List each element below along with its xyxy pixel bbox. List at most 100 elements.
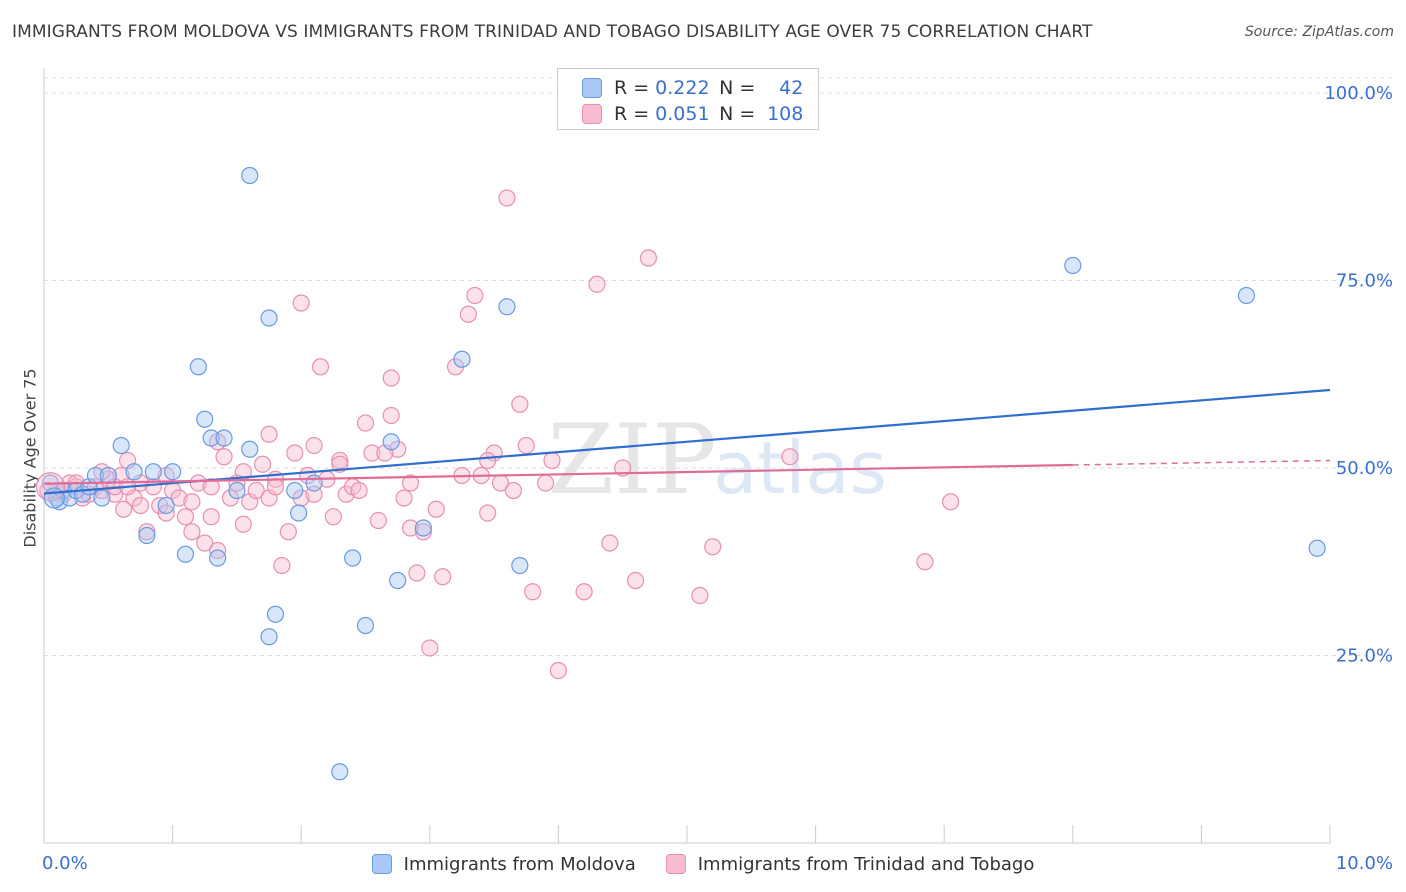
trinidad-point xyxy=(363,444,381,462)
trinidad-point xyxy=(176,508,195,526)
trinidad-point xyxy=(131,496,150,515)
moldova-point xyxy=(209,549,227,567)
trinidad-point xyxy=(408,564,426,582)
moldova-point xyxy=(241,166,259,185)
x-tick-label: 0.0% xyxy=(42,853,88,874)
trinidad-point xyxy=(138,523,156,541)
correlation-legend: R = 0.222 N = 42 R = 0.051 N = 108 xyxy=(557,68,819,130)
legend-n-value: 108 xyxy=(767,103,804,125)
trinidad-point xyxy=(691,586,709,605)
moldova-point xyxy=(99,466,117,485)
trinidad-point xyxy=(35,472,66,502)
gridlines xyxy=(44,77,1392,656)
trinidad-point xyxy=(331,455,349,473)
axes xyxy=(43,68,1331,844)
moldova-point xyxy=(260,628,278,646)
trinidad-point xyxy=(260,425,278,443)
trinidad-point xyxy=(215,448,233,466)
moldova-point xyxy=(138,526,156,545)
trinidad-point xyxy=(466,286,484,305)
trinidad-point xyxy=(942,493,960,511)
moldova-point xyxy=(1237,286,1256,305)
series-swatch-moldova xyxy=(371,854,392,874)
series-label-moldova: Immigrants from Moldova xyxy=(403,853,636,875)
moldova-point xyxy=(43,487,65,509)
trinidad-point xyxy=(279,523,297,541)
series-label-trinidad: Immigrants from Trinidad and Tobago xyxy=(697,853,1035,875)
legend-r-value: 0.051 xyxy=(655,103,710,125)
y-tick-label: 75.0% xyxy=(1336,271,1393,292)
moldova-point xyxy=(215,429,233,447)
trinidad-point xyxy=(517,436,535,455)
trinidad-trend-extension xyxy=(1072,459,1331,466)
moldova-point xyxy=(305,474,323,492)
trinidad-point xyxy=(234,515,252,533)
legend-n-label: N = xyxy=(719,77,756,99)
moldova-point xyxy=(356,616,375,635)
trinidad-point xyxy=(266,478,285,496)
watermark-zip: ZIP xyxy=(547,404,716,516)
moldova-point xyxy=(266,605,285,623)
moldova-point xyxy=(286,481,304,500)
moldova-point xyxy=(50,493,69,511)
trinidad-point xyxy=(311,358,330,376)
trinidad-point xyxy=(434,568,452,586)
trinidad-point xyxy=(382,406,400,425)
moldova-point xyxy=(414,519,432,537)
trinidad-point xyxy=(247,481,265,500)
trinidad-point xyxy=(614,459,632,477)
trinidad-point xyxy=(292,294,310,312)
trinidad-point xyxy=(601,534,619,552)
series-legend-moldova[interactable]: Immigrants from Moldova xyxy=(371,853,636,875)
moldova-point xyxy=(157,496,175,515)
moldova-point xyxy=(1308,539,1326,557)
moldova-point xyxy=(112,436,130,455)
trinidad-point xyxy=(459,305,477,323)
trinidad-point xyxy=(350,481,368,500)
y-tick-label: 100.0% xyxy=(1324,83,1393,104)
trinidad-point xyxy=(479,504,497,522)
legend-n-label: N = xyxy=(719,103,756,125)
legend-row-moldova: R = 0.222 N = 42 xyxy=(582,75,803,101)
trinidad-point xyxy=(196,534,214,552)
moldova-point xyxy=(260,309,278,327)
trinidad-point xyxy=(549,661,568,680)
trinidad-point xyxy=(273,556,291,575)
moldova-point xyxy=(196,410,214,428)
trinidad-point xyxy=(324,508,342,526)
x-tick-label: 10.0% xyxy=(1336,853,1393,874)
legend-swatch-trinidad xyxy=(582,104,602,124)
trinidad-point xyxy=(254,455,272,473)
legend-row-trinidad: R = 0.051 N = 108 xyxy=(582,101,803,127)
moldova-point xyxy=(331,763,349,781)
legend-r-value: 0.222 xyxy=(655,77,710,99)
y-tick-label: 50.0% xyxy=(1336,458,1393,479)
trinidad-point xyxy=(524,583,542,601)
trinidad-point xyxy=(183,493,201,511)
chart-title: IMMIGRANTS FROM MOLDOVA VS IMMIGRANTS FR… xyxy=(12,22,1093,42)
moldova-point xyxy=(176,545,195,563)
moldova-point xyxy=(453,350,471,368)
trinidad-point xyxy=(575,583,593,601)
trinidad-point xyxy=(427,500,445,518)
series-legend-trinidad[interactable]: Immigrants from Trinidad and Tobago xyxy=(665,853,1035,875)
trinidad-point xyxy=(189,474,207,492)
moldova-point xyxy=(1064,256,1082,275)
tick-labels: 25.0% 50.0% 75.0% 100.0% 0.0% 10.0% xyxy=(42,83,1393,874)
trinidad-point xyxy=(511,395,529,413)
moldova-point xyxy=(202,429,220,447)
trinidad-point xyxy=(369,511,387,530)
trinidad-point xyxy=(286,444,304,462)
trinidad-point xyxy=(401,519,420,537)
legend-r-label: R = xyxy=(614,103,650,125)
trinidad-point xyxy=(421,639,439,657)
trinidad-point xyxy=(704,538,722,556)
trinidad-point xyxy=(382,369,400,387)
y-tick-label: 25.0% xyxy=(1336,646,1393,667)
moldova-trend-line xyxy=(43,388,1331,495)
trinidad-point xyxy=(115,500,133,518)
trinidad-point xyxy=(536,474,555,492)
moldova-point xyxy=(344,549,362,567)
trinidad-point xyxy=(183,523,201,541)
